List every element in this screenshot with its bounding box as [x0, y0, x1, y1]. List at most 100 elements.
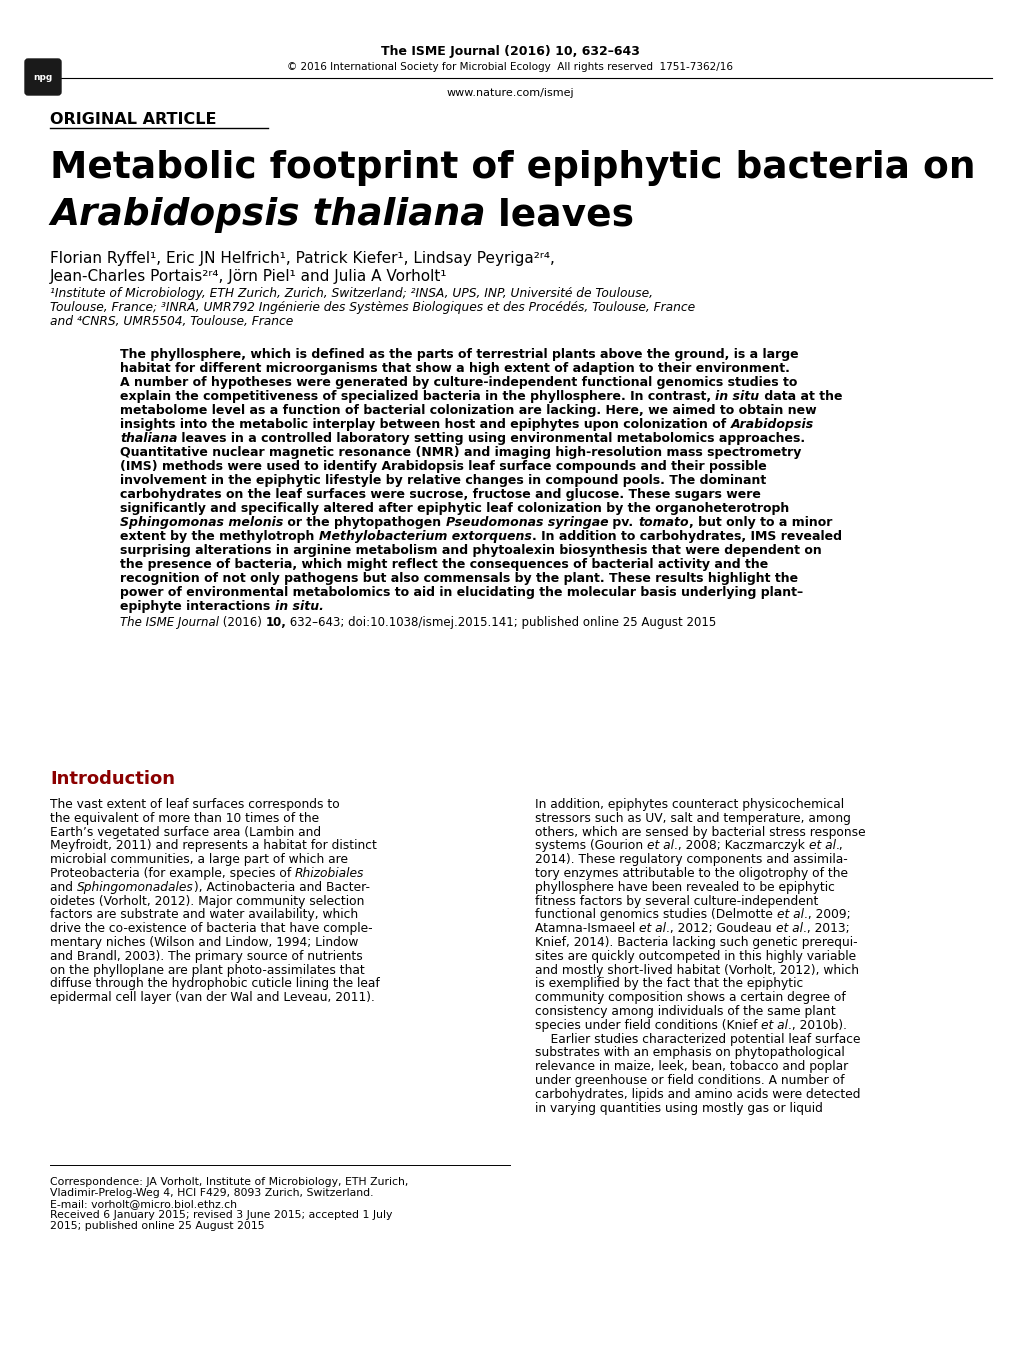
- Text: et al: et al: [760, 1019, 788, 1031]
- Text: et al: et al: [808, 839, 835, 852]
- Text: involvement in the epiphytic lifestyle by relative changes in compound pools. Th: involvement in the epiphytic lifestyle b…: [120, 474, 765, 486]
- Text: metabolome level as a function of bacterial colonization are lacking. Here, we a: metabolome level as a function of bacter…: [120, 404, 816, 417]
- Text: others, which are sensed by bacterial stress response: others, which are sensed by bacterial st…: [535, 825, 865, 839]
- Text: Metabolic footprint of epiphytic bacteria on: Metabolic footprint of epiphytic bacteri…: [50, 150, 974, 186]
- Text: Quantitative nuclear magnetic resonance (NMR) and imaging high-resolution mass s: Quantitative nuclear magnetic resonance …: [120, 446, 801, 459]
- Text: © 2016 International Society for Microbial Ecology  All rights reserved  1751-73: © 2016 International Society for Microbi…: [286, 62, 733, 72]
- Text: 10,: 10,: [265, 617, 286, 629]
- Text: or the phytopathogen: or the phytopathogen: [283, 516, 445, 528]
- Text: ORIGINAL ARTICLE: ORIGINAL ARTICLE: [50, 112, 216, 127]
- Text: 632–643; doi:10.1038/ismej.2015.141; published online 25 August 2015: 632–643; doi:10.1038/ismej.2015.141; pub…: [286, 617, 716, 629]
- Text: 2014). These regulatory components and assimila-: 2014). These regulatory components and a…: [535, 854, 847, 866]
- Text: Earlier studies characterized potential leaf surface: Earlier studies characterized potential …: [535, 1033, 860, 1046]
- Text: significantly and specifically altered after epiphytic leaf colonization by the : significantly and specifically altered a…: [120, 501, 789, 515]
- Text: stressors such as UV, salt and temperature, among: stressors such as UV, salt and temperatu…: [535, 812, 850, 825]
- Text: epiphyte interactions: epiphyte interactions: [120, 600, 274, 612]
- Text: Received 6 January 2015; revised 3 June 2015; accepted 1 July: Received 6 January 2015; revised 3 June …: [50, 1210, 392, 1220]
- Text: ., 2010b).: ., 2010b).: [788, 1019, 847, 1031]
- Text: Rhizobiales: Rhizobiales: [294, 867, 364, 879]
- Text: ), Actinobacteria and Bacter-: ), Actinobacteria and Bacter-: [194, 881, 369, 894]
- Text: epidermal cell layer (van der Wal and Leveau, 2011).: epidermal cell layer (van der Wal and Le…: [50, 992, 375, 1004]
- Text: in situ.: in situ.: [274, 600, 323, 612]
- Text: species under field conditions (Knief: species under field conditions (Knief: [535, 1019, 760, 1031]
- Text: drive the co-existence of bacteria that have comple-: drive the co-existence of bacteria that …: [50, 923, 372, 935]
- Text: the equivalent of more than 10 times of the: the equivalent of more than 10 times of …: [50, 812, 319, 825]
- Text: Methylobacterium extorquens: Methylobacterium extorquens: [318, 530, 531, 543]
- Text: functional genomics studies (Delmotte: functional genomics studies (Delmotte: [535, 908, 776, 921]
- Text: Pseudomonas syringae: Pseudomonas syringae: [445, 516, 608, 528]
- Text: thaliana: thaliana: [120, 432, 177, 444]
- Text: The phyllosphere, which is defined as the parts of terrestrial plants above the : The phyllosphere, which is defined as th…: [120, 348, 798, 360]
- Text: et al: et al: [646, 839, 674, 852]
- Text: and: and: [50, 881, 76, 894]
- Text: recognition of not only pathogens but also commensals by the plant. These result: recognition of not only pathogens but al…: [120, 572, 797, 585]
- Text: .,: .,: [835, 839, 843, 852]
- Text: Sphingomonas melonis: Sphingomonas melonis: [120, 516, 283, 528]
- Text: E-mail: vorholt@micro.biol.ethz.ch: E-mail: vorholt@micro.biol.ethz.ch: [50, 1199, 236, 1209]
- Text: systems (Gourion: systems (Gourion: [535, 839, 646, 852]
- Text: . In addition to carbohydrates, IMS revealed: . In addition to carbohydrates, IMS reve…: [531, 530, 841, 543]
- Text: ., 2013;: ., 2013;: [802, 923, 849, 935]
- Text: leaves: leaves: [485, 196, 634, 233]
- Text: factors are substrate and water availability, which: factors are substrate and water availabi…: [50, 908, 358, 921]
- Text: and ⁴CNRS, UMR5504, Toulouse, France: and ⁴CNRS, UMR5504, Toulouse, France: [50, 314, 293, 328]
- Text: Meyfroidt, 2011) and represents a habitat for distinct: Meyfroidt, 2011) and represents a habita…: [50, 839, 376, 852]
- Text: et al: et al: [639, 923, 665, 935]
- Text: Jean-Charles Portais²ʳ⁴, Jörn Piel¹ and Julia A Vorholt¹: Jean-Charles Portais²ʳ⁴, Jörn Piel¹ and …: [50, 268, 447, 283]
- Text: power of environmental metabolomics to aid in elucidating the molecular basis un: power of environmental metabolomics to a…: [120, 585, 802, 599]
- Text: diffuse through the hydrophobic cuticle lining the leaf: diffuse through the hydrophobic cuticle …: [50, 977, 379, 991]
- Text: substrates with an emphasis on phytopathological: substrates with an emphasis on phytopath…: [535, 1046, 844, 1060]
- Text: ¹Institute of Microbiology, ETH Zurich, Zurich, Switzerland; ²INSA, UPS, INP, Un: ¹Institute of Microbiology, ETH Zurich, …: [50, 286, 652, 299]
- Text: extent by the methylotroph: extent by the methylotroph: [120, 530, 319, 543]
- Text: under greenhouse or field conditions. A number of: under greenhouse or field conditions. A …: [535, 1075, 844, 1087]
- Text: 2015; published online 25 August 2015: 2015; published online 25 August 2015: [50, 1221, 264, 1230]
- Text: Earth’s vegetated surface area (Lambin and: Earth’s vegetated surface area (Lambin a…: [50, 825, 321, 839]
- Text: (IMS) methods were used to identify Arabidopsis leaf surface compounds and their: (IMS) methods were used to identify Arab…: [120, 459, 766, 473]
- Text: leaves in a controlled laboratory setting using environmental metabolomics appro: leaves in a controlled laboratory settin…: [177, 432, 805, 444]
- Text: (2016): (2016): [219, 617, 265, 629]
- Text: on the phylloplane are plant photo-assimilates that: on the phylloplane are plant photo-assim…: [50, 963, 365, 977]
- Text: Atamna-Ismaeel: Atamna-Ismaeel: [535, 923, 639, 935]
- Text: ., 2009;: ., 2009;: [803, 908, 850, 921]
- Text: oidetes (Vorholt, 2012). Major community selection: oidetes (Vorholt, 2012). Major community…: [50, 894, 364, 908]
- Text: carbohydrates on the leaf surfaces were sucrose, fructose and glucose. These sug: carbohydrates on the leaf surfaces were …: [120, 488, 760, 501]
- Text: pv.: pv.: [608, 516, 637, 528]
- Text: community composition shows a certain degree of: community composition shows a certain de…: [535, 992, 845, 1004]
- Text: explain the competitiveness of specialized bacteria in the phyllosphere. In cont: explain the competitiveness of specializ…: [120, 390, 714, 402]
- Text: consistency among individuals of the same plant: consistency among individuals of the sam…: [535, 1005, 835, 1018]
- Text: et al: et al: [774, 923, 802, 935]
- Text: npg: npg: [34, 73, 53, 81]
- Text: In addition, epiphytes counteract physicochemical: In addition, epiphytes counteract physic…: [535, 798, 844, 812]
- Text: in situ: in situ: [714, 390, 759, 402]
- Text: microbial communities, a large part of which are: microbial communities, a large part of w…: [50, 854, 347, 866]
- Text: data at the: data at the: [759, 390, 842, 402]
- Text: The vast extent of leaf surfaces corresponds to: The vast extent of leaf surfaces corresp…: [50, 798, 339, 812]
- Text: in varying quantities using mostly gas or liquid: in varying quantities using mostly gas o…: [535, 1102, 822, 1115]
- Text: and Brandl, 2003). The primary source of nutrients: and Brandl, 2003). The primary source of…: [50, 950, 363, 963]
- Text: ., 2012; Goudeau: ., 2012; Goudeau: [665, 923, 774, 935]
- Text: et al: et al: [776, 908, 803, 921]
- Text: tomato: tomato: [637, 516, 688, 528]
- Text: tory enzymes attributable to the oligotrophy of the: tory enzymes attributable to the oligotr…: [535, 867, 847, 879]
- Text: Arabidopsis: Arabidopsis: [730, 417, 813, 431]
- Text: the presence of bacteria, which might reflect the consequences of bacterial acti: the presence of bacteria, which might re…: [120, 558, 767, 570]
- Text: Toulouse, France; ³INRA, UMR792 Ingénierie des Systèmes Biologiques et des Procé: Toulouse, France; ³INRA, UMR792 Ingénier…: [50, 301, 694, 313]
- Text: ., 2008; Kaczmarczyk: ., 2008; Kaczmarczyk: [674, 839, 808, 852]
- Text: A number of hypotheses were generated by culture-independent functional genomics: A number of hypotheses were generated by…: [120, 375, 797, 389]
- Text: mentary niches (Wilson and Lindow, 1994; Lindow: mentary niches (Wilson and Lindow, 1994;…: [50, 936, 358, 948]
- Text: Proteobacteria (for example, species of: Proteobacteria (for example, species of: [50, 867, 294, 879]
- Text: , but only to a minor: , but only to a minor: [688, 516, 832, 528]
- Text: The ISME Journal (2016) 10, 632–643: The ISME Journal (2016) 10, 632–643: [380, 46, 639, 58]
- Text: www.nature.com/ismej: www.nature.com/ismej: [445, 88, 574, 98]
- Text: relevance in maize, leek, bean, tobacco and poplar: relevance in maize, leek, bean, tobacco …: [535, 1060, 848, 1073]
- Text: is exemplified by the fact that the epiphytic: is exemplified by the fact that the epip…: [535, 977, 803, 991]
- Text: sites are quickly outcompeted in this highly variable: sites are quickly outcompeted in this hi…: [535, 950, 855, 963]
- Text: Vladimir-Prelog-Weg 4, HCI F429, 8093 Zurich, Switzerland.: Vladimir-Prelog-Weg 4, HCI F429, 8093 Zu…: [50, 1188, 373, 1198]
- Text: The ISME Journal: The ISME Journal: [120, 617, 219, 629]
- Text: Sphingomonadales: Sphingomonadales: [76, 881, 194, 894]
- Text: Introduction: Introduction: [50, 770, 175, 789]
- Text: Correspondence: JA Vorholt, Institute of Microbiology, ETH Zurich,: Correspondence: JA Vorholt, Institute of…: [50, 1177, 408, 1187]
- Text: insights into the metabolic interplay between host and epiphytes upon colonizati: insights into the metabolic interplay be…: [120, 417, 730, 431]
- FancyBboxPatch shape: [25, 60, 61, 95]
- Text: carbohydrates, lipids and amino acids were detected: carbohydrates, lipids and amino acids we…: [535, 1088, 860, 1100]
